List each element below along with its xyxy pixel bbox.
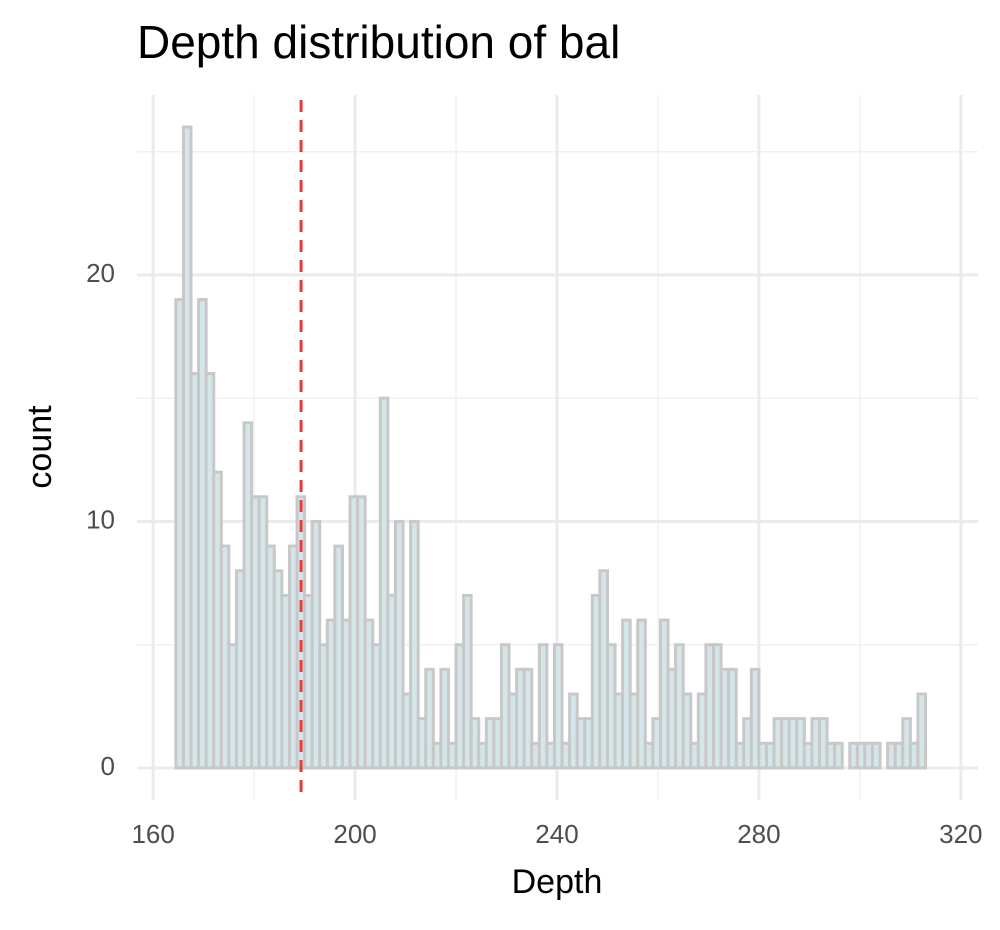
histogram-bar [462,593,473,770]
histogram-bar [393,519,405,770]
x-tick-label: 200 [333,819,376,849]
x-axis-title: Depth [512,863,603,901]
histogram-bar [916,692,928,770]
x-tick-label: 320 [939,819,982,849]
histogram-bar [409,519,420,770]
histogram-bar [552,643,564,770]
histogram-bar [378,396,390,770]
histogram-bar [522,667,534,770]
histogram-bar [424,667,435,770]
histogram-bar [833,741,844,770]
chart-title: Depth distribution of bal [137,16,620,68]
x-tick-label: 280 [737,819,780,849]
y-tick-label: 0 [101,751,115,781]
histogram-bar [537,643,549,770]
histogram-bar [439,667,450,770]
x-tick-label: 240 [535,819,578,849]
histogram-bar [636,618,647,770]
histogram-bar [727,667,738,770]
histogram-bar [681,692,693,770]
histogram-bar [870,741,882,770]
y-tick-label: 10 [86,504,115,534]
y-axis-title: count [21,405,59,489]
x-tick-label: 160 [131,819,174,849]
y-tick-label: 20 [86,258,115,288]
histogram-bar [749,667,761,770]
